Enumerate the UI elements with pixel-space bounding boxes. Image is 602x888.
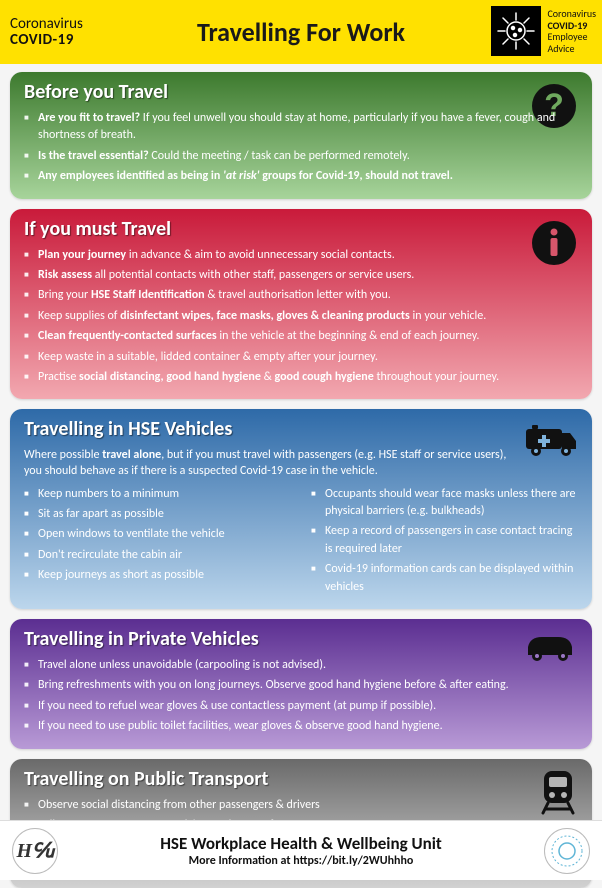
- section-must-travel: If you must Travel Plan your journey in …: [10, 209, 592, 400]
- badge-line4: Advice: [547, 43, 596, 55]
- header-badge-text: Coronavirus COVID-19 Employee Advice: [547, 8, 596, 54]
- private-list: Travel alone unless unavoidable (carpool…: [24, 657, 578, 736]
- section-before-travel: ? Before you Travel Are you fit to trave…: [10, 72, 592, 199]
- list-item: Covid-19 information cards can be displa…: [311, 561, 578, 596]
- list-item: Clean frequently-contacted surfaces in t…: [24, 328, 578, 345]
- before-list: Are you fit to travel? If you feel unwel…: [24, 110, 578, 186]
- list-item: Keep journeys as short as possible: [24, 567, 291, 584]
- list-item: If you need to use public toilet facilit…: [24, 718, 578, 735]
- section-title: Travelling in HSE Vehicles: [24, 417, 578, 441]
- list-item: Observe social distancing from other pas…: [24, 797, 578, 814]
- badge-line3: Employee: [547, 31, 596, 43]
- hse-logo: H℆: [12, 828, 58, 874]
- list-item: Keep supplies of disinfectant wipes, fac…: [24, 308, 578, 325]
- list-item: Plan your journey in advance & aim to av…: [24, 247, 578, 264]
- list-item: Travel alone unless unavoidable (carpool…: [24, 657, 578, 674]
- footer-title: HSE Workplace Health & Wellbeing Unit: [160, 833, 442, 854]
- list-item: Keep numbers to a minimum: [24, 486, 291, 503]
- ambulance-icon: [522, 419, 578, 464]
- wellbeing-logo: [544, 828, 590, 874]
- list-item: Bring refreshments with you on long jour…: [24, 677, 578, 694]
- header-bar: Coronavirus COVID-19 Travelling For Work…: [0, 0, 602, 64]
- hse-col1: Keep numbers to a minimum Sit as far apa…: [24, 486, 291, 599]
- header-badge: Coronavirus COVID-19 Employee Advice: [491, 6, 596, 56]
- list-item: Bring your HSE Staff Identification & tr…: [24, 287, 578, 304]
- section-title: Travelling on Public Transport: [24, 767, 578, 791]
- list-item: Practise social distancing, good hand hy…: [24, 369, 578, 386]
- footer-text: HSE Workplace Health & Wellbeing Unit Mo…: [160, 833, 442, 868]
- section-hse-vehicles: Travelling in HSE Vehicles Where possibl…: [10, 409, 592, 609]
- list-item: Risk assess all potential contacts with …: [24, 267, 578, 284]
- section-private-vehicles: Travelling in Private Vehicles Travel al…: [10, 619, 592, 749]
- section-title: If you must Travel: [24, 217, 578, 241]
- list-item: Open windows to ventilate the vehicle: [24, 526, 291, 543]
- footer: H℆ HSE Workplace Health & Wellbeing Unit…: [0, 820, 602, 880]
- list-item: Is the travel essential? Could the meeti…: [24, 148, 578, 165]
- footer-more-info: More Information at https://bit.ly/2WUhh…: [160, 854, 442, 868]
- section-title: Travelling in Private Vehicles: [24, 627, 578, 651]
- list-item: Occupants should wear face masks unless …: [311, 486, 578, 521]
- must-list: Plan your journey in advance & aim to av…: [24, 247, 578, 387]
- hse-col2: Occupants should wear face masks unless …: [311, 486, 578, 599]
- list-item: Are you fit to travel? If you feel unwel…: [24, 110, 578, 145]
- list-item: Any employees identified as being in 'at…: [24, 168, 578, 185]
- list-item: Keep a record of passengers in case cont…: [311, 523, 578, 558]
- section-title: Before you Travel: [24, 80, 578, 104]
- virus-icon: [491, 6, 541, 56]
- list-item: Keep waste in a suitable, lidded contain…: [24, 349, 578, 366]
- list-item: If you need to refuel wear gloves & use …: [24, 698, 578, 715]
- list-item: Don't recirculate the cabin air: [24, 547, 291, 564]
- list-item: Sit as far apart as possible: [24, 506, 291, 523]
- hse-intro: Where possible travel alone, but if you …: [24, 447, 578, 479]
